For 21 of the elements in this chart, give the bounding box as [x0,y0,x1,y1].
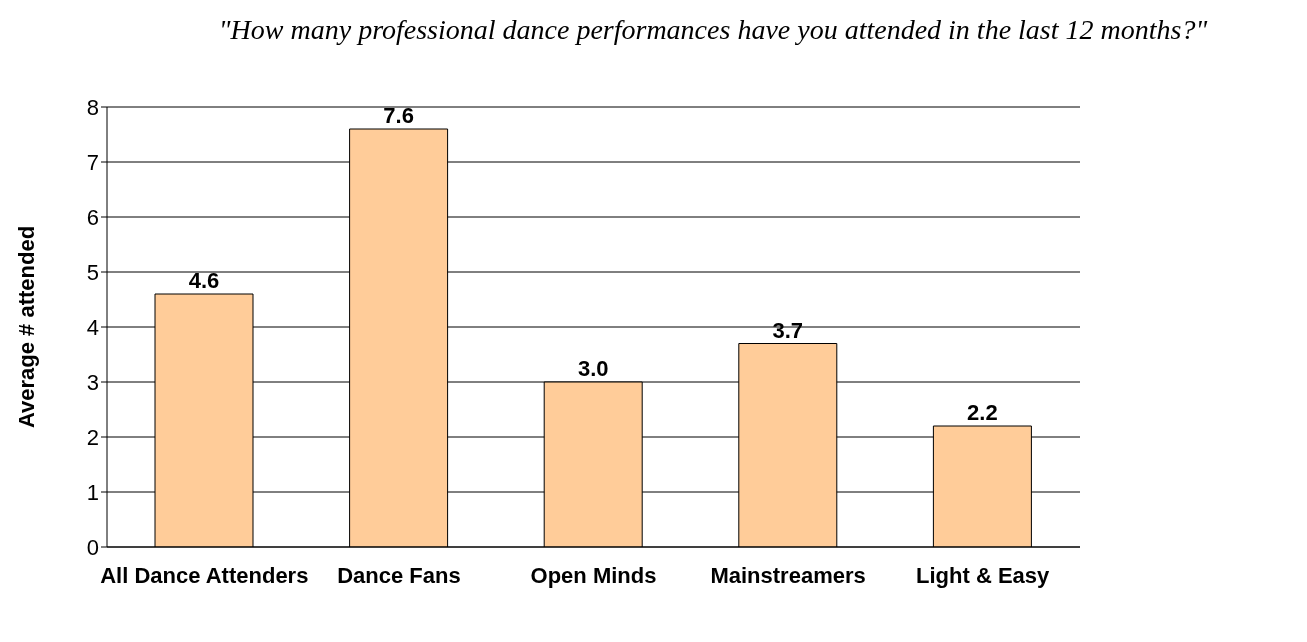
chart-title: "How many professional dance performances have you attended in the last 12 months?" [217,13,1209,47]
x-tick-label: All Dance Attenders [100,562,309,588]
data-label: 2.2 [967,400,998,425]
y-tick-label: 4 [86,314,99,340]
x-tick-label: Open Minds [530,562,657,588]
data-label: 3.0 [577,356,609,381]
y-tick-label: 1 [86,479,99,505]
y-tick-label: 8 [86,94,99,120]
data-label: 7.6 [383,103,414,128]
data-label: 4.6 [188,268,220,293]
y-tick-label: 0 [86,534,99,560]
y-axis-title: Average # attended [13,225,39,429]
x-tick-label: Light & Easy [916,562,1051,588]
y-tick-label: 5 [86,259,99,285]
y-tick-label: 3 [86,369,99,395]
x-tick-label: Dance Fans [337,562,461,588]
data-label: 3.7 [772,317,804,343]
y-tick-label: 7 [86,149,99,175]
y-tick-label: 2 [86,424,99,450]
y-tick-label: 6 [86,204,99,230]
x-tick-label: Mainstreamers [710,562,866,588]
